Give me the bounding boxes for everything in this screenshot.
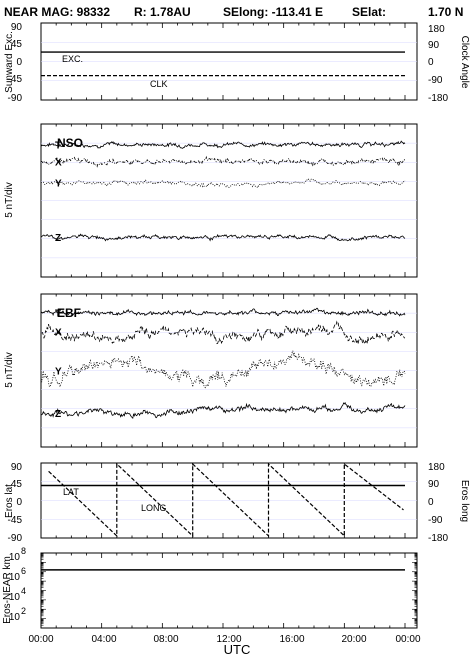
header-selat-label: SElat: [352, 5, 386, 19]
ebf-x-trace [40, 320, 406, 346]
dist-tick-0: 10 [9, 552, 21, 563]
sunward-right-tick-0: 180 [428, 24, 445, 35]
gridlines [41, 41, 417, 520]
x-tick-4: 16:00 [279, 634, 304, 645]
series-layer [40, 51, 406, 571]
ebf-t-trace [40, 307, 406, 317]
distance-ylabel: Eros-NEAR km [2, 556, 13, 624]
header-mission: NEAR MAG: 98332 [4, 5, 110, 19]
ebf-ylabel: 5 nT/div [4, 352, 15, 388]
x-tick-6: 00:00 [395, 634, 420, 645]
x-tick-2: 08:00 [153, 634, 178, 645]
eros-right-tick-2: 0 [428, 497, 434, 508]
sunward-left-tick-1: 45 [11, 39, 23, 50]
panel-distance-frame [40, 552, 418, 629]
eros-left-tick-0: 90 [11, 462, 23, 473]
nso-z-trace [40, 233, 406, 242]
eros-long-ylabel: Eros long [459, 480, 470, 522]
sunward-left-tick-4: -90 [8, 93, 23, 104]
nso-t-trace [40, 140, 406, 149]
nso-ylabel: 5 nT/div [4, 182, 15, 218]
header-selat-value: 1.70 N [428, 5, 463, 19]
nso-label-t: T [55, 140, 61, 151]
lat-series-label: LAT [63, 487, 79, 497]
nso-label-y: Y [55, 179, 62, 190]
ebf-label-z: Z [55, 409, 61, 420]
ebf-label-y: Y [55, 367, 62, 378]
dist-tick-exp-3: 2 [21, 606, 26, 616]
x-tick-1: 04:00 [91, 634, 116, 645]
header-range: R: 1.78AU [134, 5, 191, 19]
x-tick-0: 00:00 [28, 634, 53, 645]
eros-left-tick-2: 0 [16, 497, 22, 508]
eros-right-tick-3: -90 [428, 515, 443, 526]
dist-tick-3: 10 [9, 612, 21, 623]
sunward-left-tick-2: 0 [16, 57, 22, 68]
dist-tick-2: 10 [9, 592, 21, 603]
nso-label-x: X [55, 157, 62, 168]
eros-left-tick-3: -45 [8, 515, 23, 526]
clock-angle-ylabel: Clock Angle [459, 36, 470, 89]
ebf-label-x: X [55, 327, 62, 338]
eros-left-tick-1: 45 [11, 479, 23, 490]
clk-series-label: CLK [150, 79, 168, 89]
sunward-left-tick-0: 90 [11, 22, 23, 33]
dist-tick-exp-1: 6 [21, 566, 26, 576]
exc-series-label: EXC. [62, 54, 83, 64]
sunward-right-tick-1: 90 [428, 40, 440, 51]
x-tick-3: 12:00 [216, 634, 241, 645]
sunward-right-tick-3: -90 [428, 75, 443, 86]
dist-tick-exp-0: 8 [21, 546, 26, 556]
sunward-left-tick-3: -45 [8, 74, 23, 85]
eros-right-tick-1: 90 [428, 479, 440, 490]
long-trace [48, 462, 404, 538]
sunward-right-tick-4: -180 [428, 93, 448, 104]
long-series-label: LONG [141, 503, 167, 513]
ebf-label-t: T [55, 309, 61, 320]
sunward-ylabel: Sunward Exc. [4, 31, 15, 93]
tick-marks [40, 23, 417, 629]
ebf-z-trace [41, 401, 406, 420]
header-selong: SElong: -113.41 E [223, 5, 323, 19]
nso-x-trace [40, 155, 406, 168]
eros-right-tick-0: 180 [428, 462, 445, 473]
dist-tick-exp-2: 4 [21, 586, 26, 596]
eros-left-tick-4: -90 [8, 533, 23, 544]
nso-panel-title: NSO [57, 136, 83, 150]
sunward-right-tick-2: 0 [428, 57, 434, 68]
x-tick-5: 20:00 [341, 634, 366, 645]
eros-lat-ylabel: Eros lat [4, 484, 15, 518]
nso-y-trace [40, 178, 406, 189]
x-axis-label: UTC [224, 642, 251, 656]
nso-label-z: Z [55, 233, 61, 244]
ebf-y-trace [40, 350, 406, 389]
dist-tick-1: 10 [9, 572, 21, 583]
ebf-panel-title: EBF [57, 306, 81, 320]
eros-right-tick-4: -180 [428, 533, 448, 544]
